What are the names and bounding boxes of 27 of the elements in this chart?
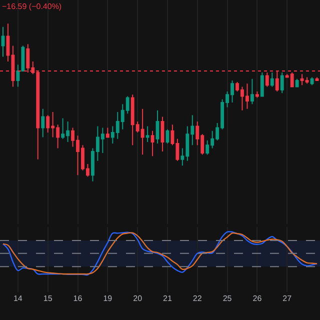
x-tick-label: 21 <box>163 294 172 303</box>
candlestick <box>295 78 299 88</box>
candlestick <box>160 116 164 152</box>
candlestick <box>260 72 264 97</box>
candlestick <box>255 90 259 98</box>
candlestick <box>146 126 150 142</box>
candlestick <box>156 110 160 144</box>
candlestick <box>106 127 110 138</box>
x-tick-label: 26 <box>252 294 262 303</box>
candlestick <box>250 78 254 105</box>
x-tick-label: 25 <box>222 294 232 303</box>
text: −16.59 (−0.40%) <box>2 2 62 11</box>
candlestick <box>21 45 25 72</box>
x-tick-label: 19 <box>103 294 113 303</box>
candlestick <box>150 130 154 157</box>
x-tick-label: 15 <box>43 294 53 303</box>
candlestick <box>280 72 284 94</box>
x-tick-label: 20 <box>133 294 143 303</box>
x-tick-label: 16 <box>73 294 83 303</box>
x-tick-label: 14 <box>13 294 23 303</box>
candlestick <box>1 26 5 58</box>
candlestick <box>16 64 20 88</box>
candlestick <box>270 72 274 88</box>
x-tick-label: 22 <box>192 294 202 303</box>
x-tick-label: 27 <box>282 294 292 303</box>
candlestick <box>41 108 45 138</box>
candlestick <box>310 76 314 86</box>
